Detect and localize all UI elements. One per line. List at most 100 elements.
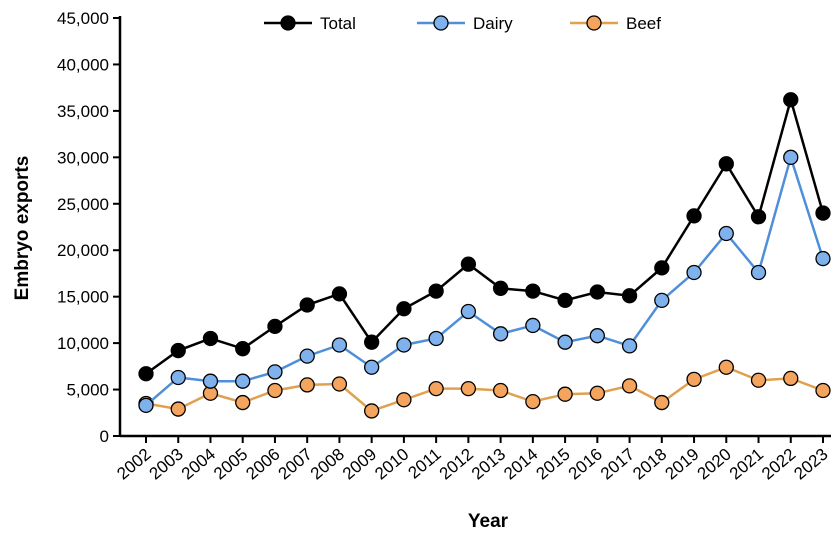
data-point-dairy	[235, 373, 251, 389]
data-point-dairy	[557, 334, 573, 350]
data-point-beef	[396, 392, 412, 408]
data-point-beef	[686, 371, 702, 387]
y-tick-label: 0	[100, 427, 109, 446]
data-point-total	[202, 330, 219, 347]
data-point-beef	[428, 380, 444, 397]
data-point-beef	[364, 403, 380, 419]
series-layer	[138, 92, 831, 419]
y-tick-label: 35,000	[57, 102, 109, 121]
data-point-beef	[815, 382, 831, 399]
legend-marker-beef	[586, 15, 602, 31]
data-point-beef	[783, 370, 799, 387]
legend-label-dairy: Dairy	[473, 14, 513, 33]
y-tick-label: 30,000	[57, 148, 109, 167]
data-point-beef	[267, 382, 283, 399]
series-line-dairy	[145, 152, 825, 407]
data-point-dairy	[492, 326, 509, 342]
y-tick-label: 45,000	[57, 9, 109, 28]
data-point-dairy	[267, 364, 283, 380]
data-point-beef	[621, 378, 638, 394]
x-tick-label: 2012	[436, 445, 477, 484]
data-point-dairy	[299, 348, 315, 364]
series-dairy	[138, 149, 831, 413]
data-point-dairy	[525, 317, 541, 334]
data-point-total	[428, 283, 444, 299]
data-point-total	[686, 208, 702, 224]
data-point-beef	[235, 394, 251, 411]
data-point-dairy	[783, 149, 799, 165]
series-line-total	[145, 95, 825, 375]
data-point-total	[783, 92, 799, 108]
x-tick-label: 2002	[113, 445, 154, 484]
data-point-total	[492, 280, 509, 296]
data-point-beef	[750, 372, 767, 388]
legend-item-total: Total	[264, 14, 356, 33]
series-beef	[138, 359, 831, 419]
data-point-dairy	[621, 338, 638, 354]
data-point-dairy	[686, 264, 702, 281]
series-total	[138, 92, 831, 382]
x-tick-label: 2010	[371, 445, 412, 484]
legend-label-total: Total	[320, 14, 356, 33]
data-point-total	[364, 334, 380, 350]
data-point-beef	[589, 385, 605, 401]
data-point-total	[235, 341, 251, 357]
data-point-beef	[170, 401, 186, 417]
x-tick-label: 2020	[694, 445, 735, 484]
data-point-dairy	[654, 292, 670, 309]
data-point-total	[718, 156, 734, 172]
y-tick-label: 15,000	[57, 288, 109, 307]
data-point-dairy	[815, 250, 831, 267]
data-point-total	[331, 286, 348, 302]
x-tick-label: 2004	[178, 445, 219, 484]
legend: Total Dairy Beef	[264, 14, 661, 33]
x-tick-label: 2003	[146, 445, 187, 484]
data-point-dairy	[589, 328, 605, 344]
x-tick-label: 2019	[661, 445, 702, 484]
data-point-beef	[525, 393, 541, 410]
x-axis-title: Year	[468, 511, 509, 532]
legend-item-beef: Beef	[570, 14, 661, 33]
data-point-dairy	[396, 337, 412, 353]
x-tick-label: 2017	[597, 445, 638, 484]
x-tick-label: 2015	[532, 445, 573, 484]
legend-label-beef: Beef	[626, 14, 661, 33]
data-point-total	[654, 260, 670, 276]
x-tick-label: 2006	[242, 445, 283, 484]
x-tick-label: 2021	[726, 445, 767, 484]
data-point-beef	[492, 382, 509, 399]
x-tick-label: 2018	[629, 445, 670, 484]
y-tick-label: 40,000	[57, 55, 109, 74]
data-point-dairy	[428, 330, 444, 347]
x-tick-label: 2016	[565, 445, 606, 484]
x-tick-label: 2011	[404, 445, 444, 483]
data-point-dairy	[202, 373, 219, 389]
data-point-total	[815, 205, 831, 221]
y-tick-label: 25,000	[57, 195, 109, 214]
data-point-total	[267, 318, 283, 335]
x-tick-label: 2022	[758, 445, 799, 484]
data-point-dairy	[364, 359, 380, 375]
data-point-dairy	[718, 225, 734, 242]
data-point-total	[750, 209, 767, 225]
data-point-dairy	[460, 303, 477, 320]
legend-marker-dairy	[433, 15, 449, 31]
data-point-total	[557, 292, 573, 309]
data-point-total	[525, 283, 541, 299]
y-tick-label: 5,000	[66, 381, 109, 400]
x-tick-label: 2005	[210, 445, 251, 484]
data-point-dairy	[138, 397, 154, 413]
x-tick-label: 2007	[275, 445, 316, 484]
data-point-total	[589, 284, 605, 300]
legend-marker-total	[280, 15, 296, 31]
data-point-dairy	[170, 369, 186, 386]
data-point-total	[621, 288, 638, 304]
data-point-dairy	[331, 337, 348, 353]
x-tick-label: 2008	[307, 445, 348, 484]
data-point-beef	[331, 376, 348, 392]
y-tick-label: 20,000	[57, 241, 109, 260]
data-point-total	[138, 366, 154, 382]
legend-item-dairy: Dairy	[417, 14, 513, 33]
x-tick-label: 2014	[500, 445, 541, 484]
